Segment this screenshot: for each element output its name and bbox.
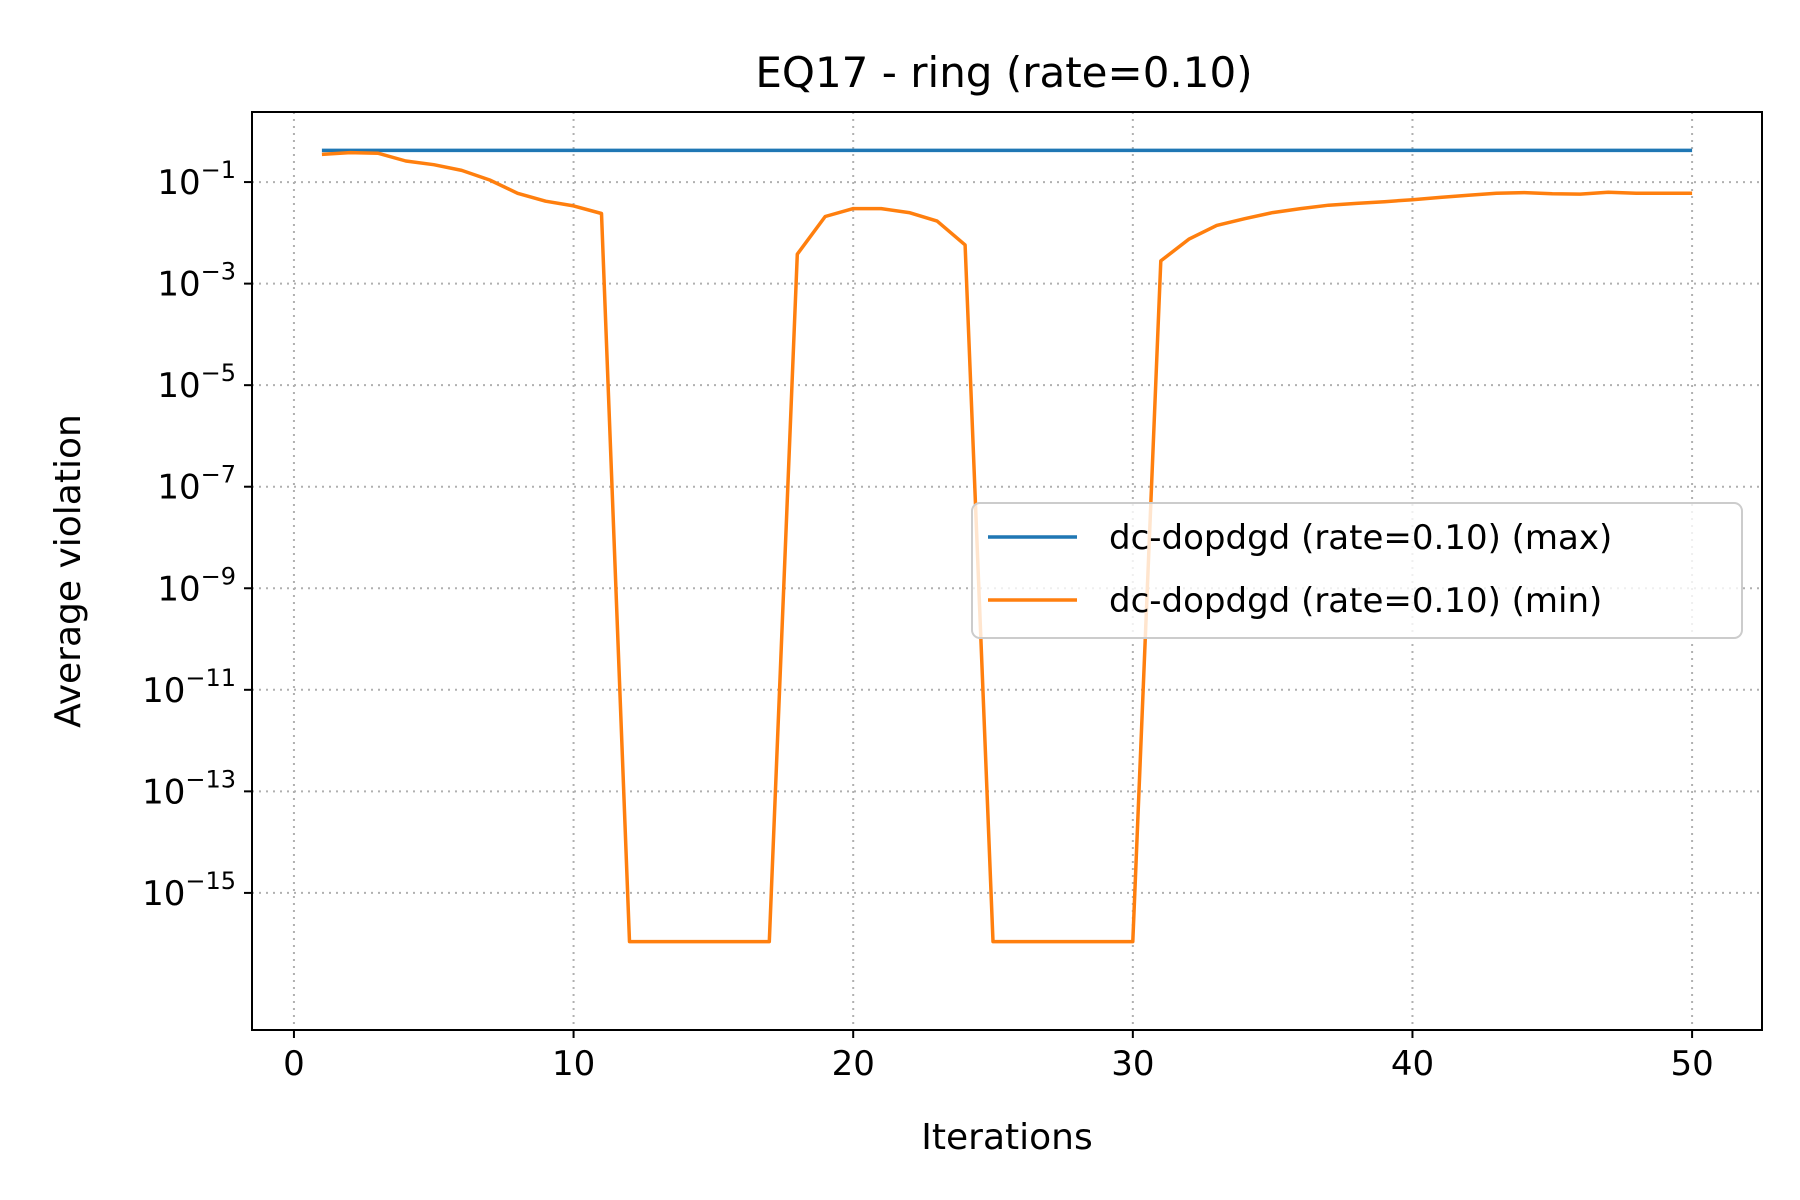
- legend-label-min: dc-dopdgd (rate=0.10) (min): [1109, 581, 1602, 621]
- y-tick-label: 10−13: [142, 765, 236, 812]
- x-axis-label: Iterations: [921, 1117, 1092, 1158]
- y-tick-label: 10−11: [142, 664, 236, 711]
- chart-title: EQ17 - ring (rate=0.10): [755, 48, 1252, 97]
- y-tick-label: 10−1: [157, 156, 236, 203]
- series-line-min: [321, 150, 1693, 944]
- x-tick-layer: 0 10 20 30 40 50: [283, 1030, 1714, 1084]
- legend-label-max: dc-dopdgd (rate=0.10) (max): [1109, 518, 1612, 558]
- plot-frame: [251, 111, 1763, 1031]
- y-tick-label: 10−15: [142, 867, 236, 914]
- series-layer: [321, 148, 1693, 944]
- legend-box: [971, 502, 1743, 639]
- y-axis-label: Average violation: [48, 414, 89, 728]
- x-tick-label: 30: [1111, 1044, 1154, 1084]
- x-tick-label: 20: [832, 1044, 875, 1084]
- y-tick-label: 10−5: [157, 359, 236, 406]
- y-tick-label: 10−3: [157, 258, 236, 305]
- y-tick-label: 10−9: [157, 562, 236, 609]
- x-tick-label: 40: [1391, 1044, 1434, 1084]
- x-tick-label: 0: [283, 1044, 305, 1084]
- legend: dc-dopdgd (rate=0.10) (max) dc-dopdgd (r…: [971, 502, 1743, 639]
- x-tick-label: 10: [552, 1044, 595, 1084]
- x-tick-label: 50: [1670, 1044, 1713, 1084]
- grid-layer: [252, 112, 1762, 1030]
- y-tick-label: 10−7: [157, 461, 236, 508]
- y-tick-layer: 10−1 10−3 10−5 10−7 10−9 10−11 10−13 10−15: [142, 156, 252, 914]
